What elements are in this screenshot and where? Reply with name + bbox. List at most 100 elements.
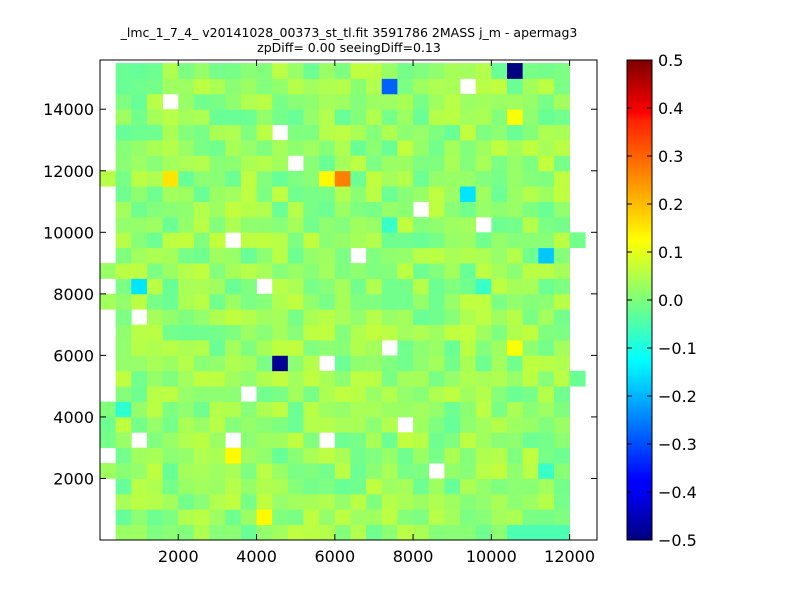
heatmap-cell xyxy=(225,155,242,172)
heatmap-cell xyxy=(475,78,492,95)
heatmap-cell xyxy=(538,447,555,464)
heatmap-cell xyxy=(444,478,461,495)
heatmap-cell xyxy=(475,155,492,172)
heatmap-cell xyxy=(225,370,242,387)
heatmap-cell xyxy=(538,93,555,110)
heatmap-cell xyxy=(350,278,367,295)
heatmap-cell xyxy=(428,293,445,310)
heatmap-cell xyxy=(146,432,164,449)
heatmap-cell xyxy=(240,170,257,187)
heatmap-cell xyxy=(272,447,289,464)
heatmap-cell xyxy=(256,447,273,464)
heatmap-cell xyxy=(475,93,492,110)
heatmap-cell xyxy=(381,63,398,79)
heatmap-cell xyxy=(115,232,132,249)
heatmap-cell xyxy=(334,463,351,479)
heatmap-cell xyxy=(538,463,555,479)
heatmap-cell xyxy=(366,509,383,526)
heatmap-cell xyxy=(491,232,508,249)
heatmap-cell xyxy=(553,370,571,387)
heatmap-cell xyxy=(444,463,461,479)
heatmap-cell xyxy=(240,155,257,172)
heatmap-cell xyxy=(162,524,179,541)
heatmap-cell xyxy=(193,109,210,126)
heatmap-cell xyxy=(178,278,195,295)
heatmap-cell xyxy=(209,324,226,341)
heatmap-cell xyxy=(272,140,289,156)
heatmap-cell xyxy=(256,263,273,279)
heatmap-cell xyxy=(334,78,351,95)
heatmap-cell xyxy=(460,293,477,310)
heatmap-cell xyxy=(287,509,304,526)
heatmap-cell xyxy=(146,324,164,341)
heatmap-cell xyxy=(303,370,320,387)
heatmap-cell xyxy=(240,247,257,264)
heatmap-cell xyxy=(366,140,383,156)
heatmap-cell xyxy=(553,278,571,295)
heatmap-cell xyxy=(131,78,148,95)
heatmap-cell xyxy=(413,463,430,479)
heatmap-cell xyxy=(460,140,477,156)
heatmap-cell xyxy=(131,216,148,233)
heatmap-cell xyxy=(287,186,304,202)
heatmap-cell xyxy=(460,447,477,464)
heatmap-cell xyxy=(350,124,367,141)
heatmap-cell xyxy=(381,109,398,126)
heatmap-cell xyxy=(553,78,571,95)
heatmap-cell xyxy=(131,386,148,402)
heatmap-cell xyxy=(319,340,336,356)
heatmap-cell xyxy=(522,232,539,249)
heatmap-cell xyxy=(413,386,430,402)
heatmap-cell xyxy=(397,170,414,187)
heatmap-cell xyxy=(350,201,367,218)
heatmap-cell xyxy=(366,78,383,95)
heatmap-cell xyxy=(428,386,445,402)
heatmap-cell xyxy=(178,232,195,249)
heatmap-cell xyxy=(115,63,132,79)
heatmap-cell xyxy=(131,201,148,218)
heatmap-cell xyxy=(272,78,289,95)
heatmap-cell xyxy=(115,109,132,126)
heatmap-cell xyxy=(334,140,351,156)
heatmap-cell xyxy=(225,447,242,464)
colorbar-tick-label: −0.5 xyxy=(658,531,697,550)
heatmap-cell xyxy=(538,386,555,402)
heatmap-cell xyxy=(475,232,492,249)
heatmap-cell xyxy=(209,386,226,402)
heatmap-cell xyxy=(240,93,257,110)
heatmap-cell xyxy=(115,170,132,187)
colorbar-ticks: 0.5 0.4 0.3 0.2 0.1 0.0 −0.1 −0.2 −0.3 −0.4 −0.5 xyxy=(627,51,697,550)
heatmap-cell xyxy=(538,278,555,295)
heatmap-cell xyxy=(272,155,289,172)
heatmap-cell xyxy=(334,124,351,141)
heatmap-cell xyxy=(366,293,383,310)
heatmap-cell xyxy=(381,493,398,510)
heatmap-cell xyxy=(444,247,461,264)
heatmap-cell xyxy=(240,263,257,279)
heatmap-cell xyxy=(240,186,257,202)
heatmap-cell xyxy=(491,524,508,541)
heatmap-cell xyxy=(319,201,336,218)
heatmap-cell xyxy=(538,355,555,372)
heatmap-cell xyxy=(366,201,383,218)
heatmap-cell xyxy=(287,93,304,110)
heatmap-cell xyxy=(115,140,132,156)
heatmap-cell xyxy=(381,155,398,172)
heatmap-cell xyxy=(225,355,242,372)
heatmap-cell xyxy=(240,370,257,387)
heatmap-cell xyxy=(256,370,273,387)
heatmap-cell xyxy=(303,509,320,526)
heatmap-cell xyxy=(397,293,414,310)
heatmap-cell xyxy=(491,401,508,418)
heatmap-cell xyxy=(381,124,398,141)
heatmap-cell xyxy=(193,524,210,541)
heatmap-cell xyxy=(460,340,477,356)
heatmap-cell xyxy=(272,309,289,326)
heatmap-cell xyxy=(162,309,179,326)
heatmap-cell xyxy=(350,309,367,326)
heatmap-cell xyxy=(209,201,226,218)
colorbar-tick-label: 0.4 xyxy=(658,99,683,118)
heatmap-cell xyxy=(538,247,555,264)
heatmap-cell xyxy=(146,109,164,126)
heatmap-cell xyxy=(272,493,289,510)
